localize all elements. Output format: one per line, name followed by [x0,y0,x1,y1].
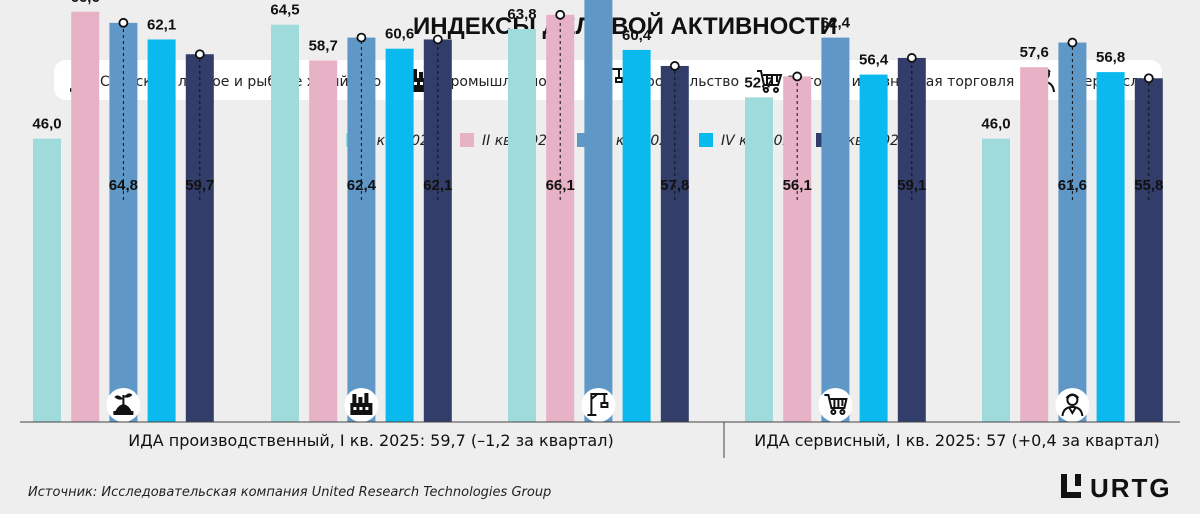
bar [109,22,138,422]
value-label: 55,8 [1134,177,1163,194]
urtg-logo: URTG [1061,473,1172,503]
value-label: 57,8 [660,177,689,194]
value-label: 57,6 [1020,44,1049,61]
value-label: 52,7 [744,74,773,91]
category-group: 52,7 56,1 62,4 56,4 59,1 [744,15,926,423]
bar [1134,78,1163,422]
bar [309,60,338,423]
value-label: 66,1 [546,177,575,194]
chart-title: ИНДЕКСЫ ДЕЛОВОЙ АКТИВНОСТИ [413,12,837,40]
bar [783,76,812,422]
bar [584,0,613,423]
urtg-mark-icon [1061,474,1081,498]
sector-label: Сельское, лесное и рыбное хозяйство [100,74,381,90]
value-label: 56,1 [783,177,812,194]
bar [71,11,100,423]
category-group: 63,866,174,660,457,8 [507,0,689,423]
bar [982,138,1010,422]
bar [1058,42,1087,422]
value-label: 64,5 [270,2,299,19]
value-label: 56,8 [1096,49,1125,66]
bar [271,24,299,423]
bar [859,74,888,423]
value-label: 59,7 [185,177,214,194]
value-label: 63,8 [507,6,536,23]
callout-dot [1067,37,1078,48]
bar [745,97,773,423]
group-label-production: ИДА производственный, I кв. 2025: 59,7 (… [128,431,613,450]
callout-dot [356,32,367,43]
crane-icon [581,388,616,422]
category-group: 64,5 58,7 62,4 60,6 62,1 [270,2,452,423]
value-label: 60,4 [622,27,652,44]
value-label: 62,1 [147,16,176,33]
bar [1096,72,1125,422]
legend-swatch [699,133,713,147]
plot-area: 46,0 66,6 64,8 62,1 59,7 64,5 58,7 62,4 60,6 62,1… [32,0,1163,423]
bar [33,138,61,422]
person-icon [1055,388,1090,422]
cart-icon [818,388,853,422]
value-label: 66,6 [71,0,100,6]
category-group: 46,0 57,6 61,6 56,8 55,8 [981,37,1163,423]
group-label-services: ИДА сервисный, I кв. 2025: 57 (+0,4 за к… [754,431,1160,450]
bar [147,39,176,423]
sector-label: Промышленность [440,74,571,90]
callout-dot [118,17,129,28]
legend-item: II кв. 2024 [460,133,556,149]
callout-dot [669,61,680,71]
callout-dot [792,71,803,82]
value-label: 62,1 [423,177,452,194]
callout-dot [906,53,917,63]
value-label: 56,4 [859,52,889,69]
callout-dot [432,34,443,45]
value-label: 46,0 [981,116,1010,133]
farming-icon [106,388,141,422]
category-group: 46,0 66,6 64,8 62,1 59,7 [32,0,214,423]
value-label: 60,6 [385,26,414,43]
bar [546,14,575,422]
callout-dot [1143,73,1154,84]
source-note: Источник: Исследовательская компания Uni… [28,485,551,500]
value-label: 46,0 [32,116,61,133]
factory-icon [344,388,379,422]
callout-dot [555,9,566,20]
value-label: 58,7 [309,37,338,54]
bar [508,28,536,422]
callout-dot [194,49,205,60]
logo-text: URTG [1090,473,1172,503]
cart-icon [757,70,783,93]
legend-swatch [460,133,474,147]
value-label: 62,4 [821,15,851,32]
value-label: 64,8 [109,177,138,194]
bar [1020,67,1049,423]
value-label: 61,6 [1058,177,1087,194]
bar [385,48,414,422]
bar [821,37,850,423]
value-label: 62,4 [347,177,377,194]
bar [897,57,926,422]
value-label: 59,1 [897,177,926,194]
bar [622,49,651,422]
